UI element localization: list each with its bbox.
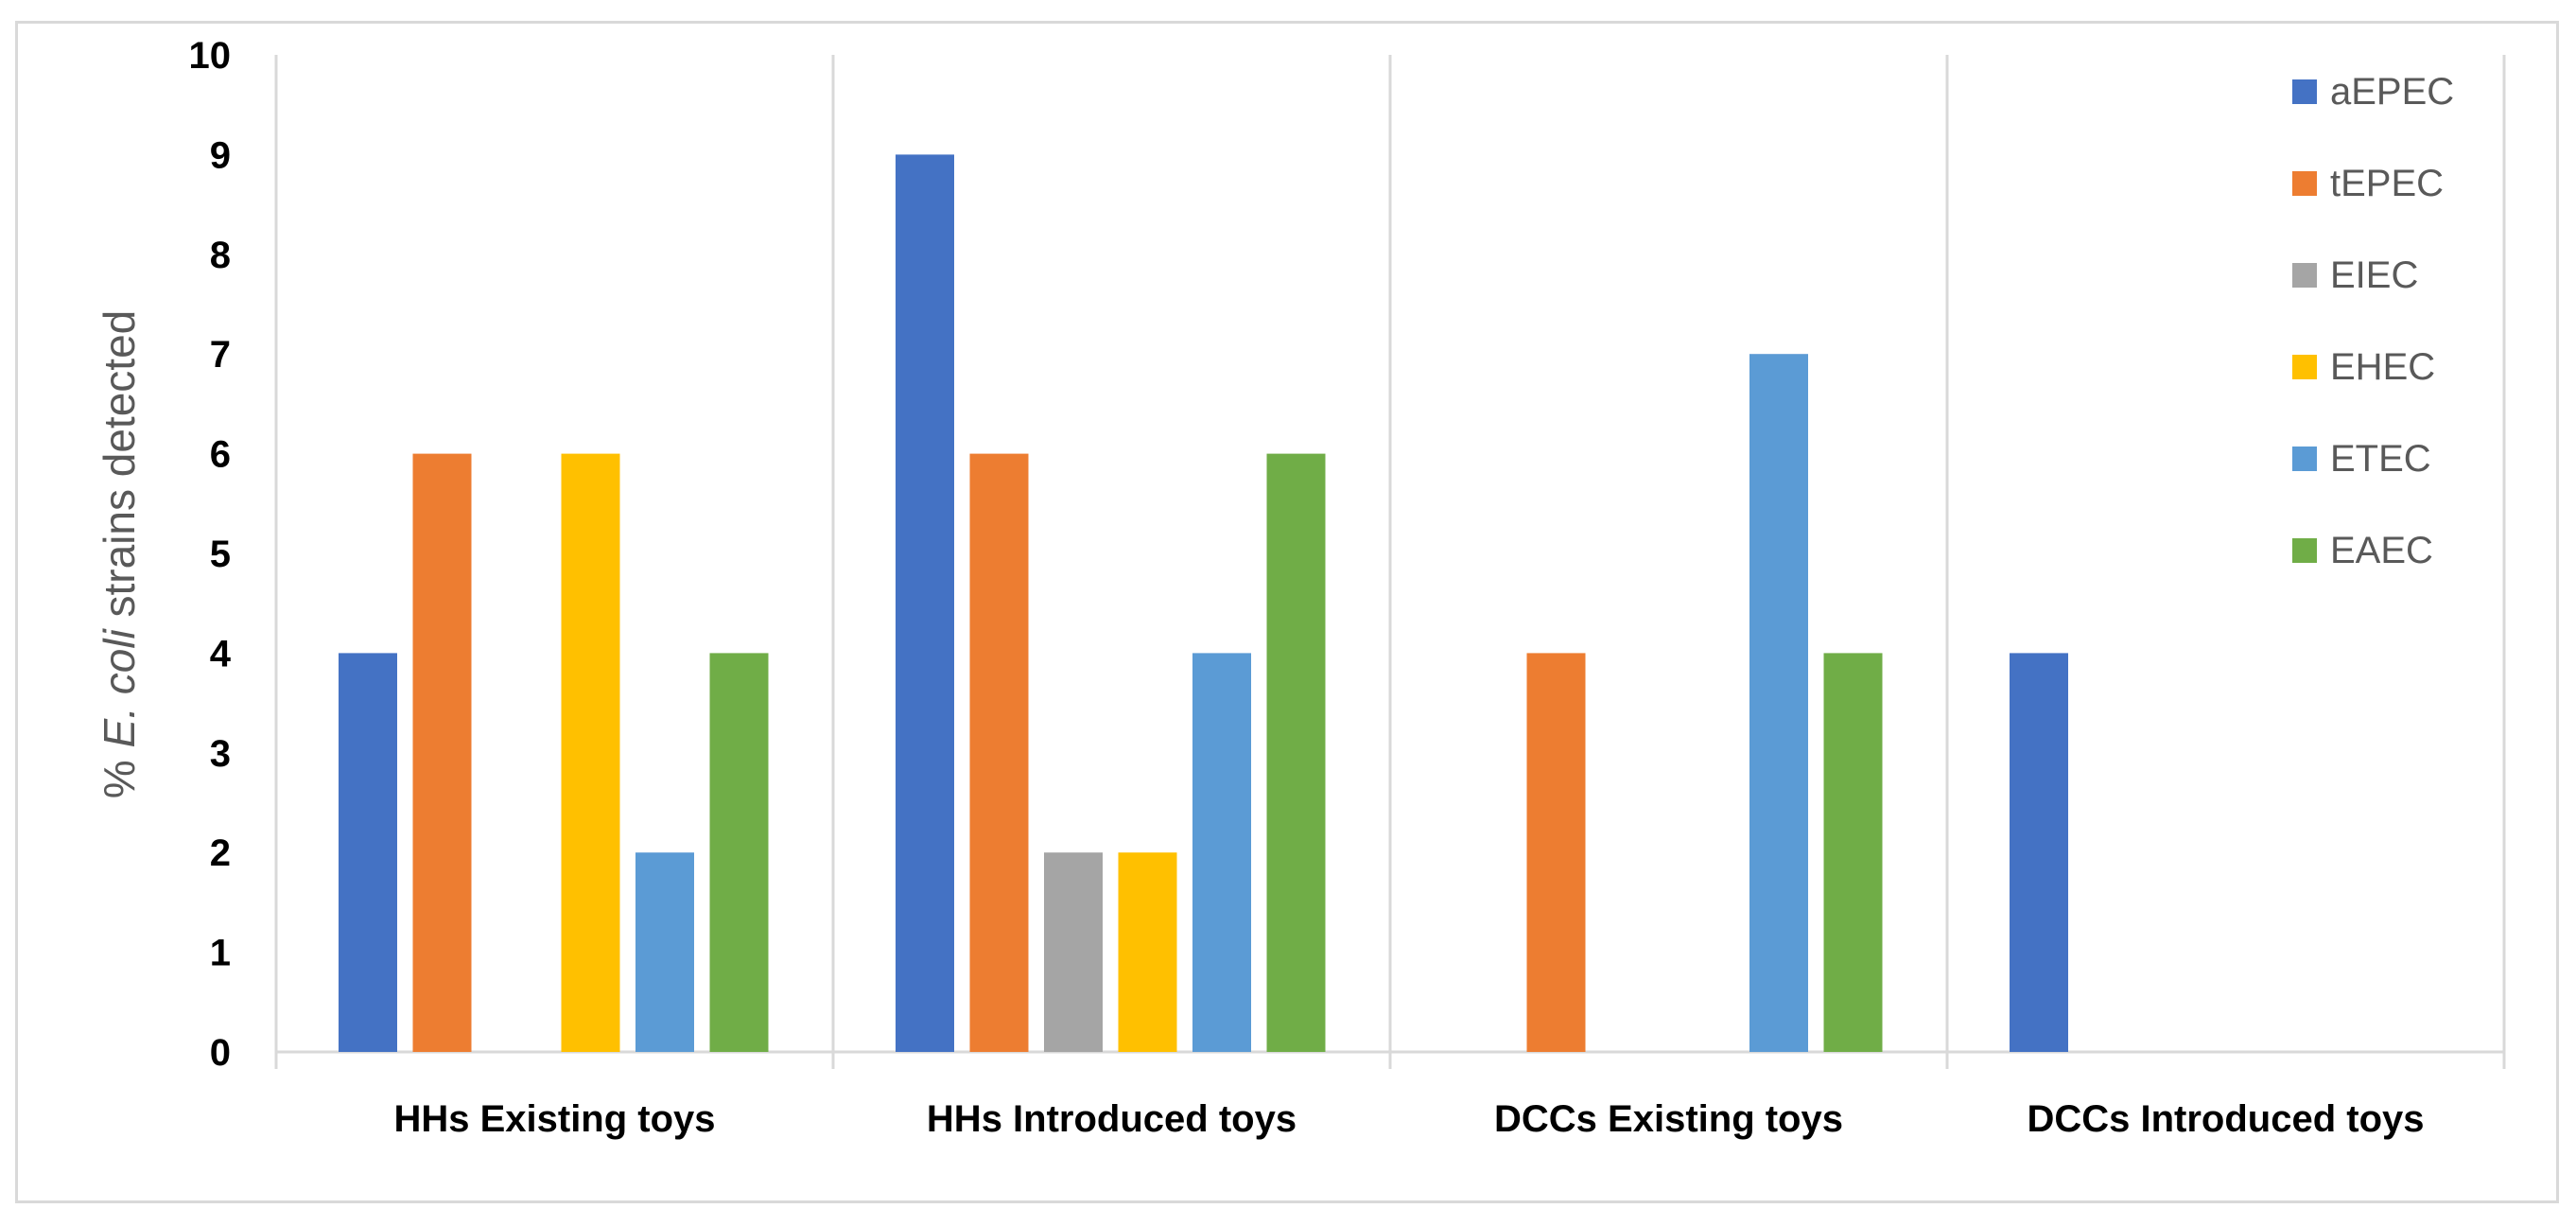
y-tick-label: 9 [210, 134, 231, 176]
y-tick-label: 1 [210, 933, 231, 974]
legend-label-eaec: EAEC [2330, 530, 2433, 571]
x-tick-label: DCCs Introduced toys [2027, 1098, 2424, 1140]
bar-ehec-0 [561, 453, 620, 1053]
y-tick-label: 10 [189, 35, 232, 77]
bar-etec-2 [1749, 354, 1808, 1052]
y-axis-label-italic: E. coli [95, 628, 144, 748]
bar-aepec-1 [896, 154, 954, 1052]
bar-etec-1 [1192, 653, 1251, 1052]
y-tick-label: 0 [210, 1032, 231, 1074]
bar-aepec-3 [2010, 653, 2068, 1052]
bar-tepec-0 [412, 453, 472, 1053]
bar-etec-0 [635, 852, 694, 1052]
legend-label-ehec: EHEC [2330, 346, 2435, 388]
y-tick-label: 2 [210, 832, 231, 874]
y-tick-label: 7 [210, 334, 231, 376]
legend-label-eiec: EIEC [2330, 254, 2418, 296]
bar-eiec-1 [1044, 852, 1103, 1052]
legend-swatch-tepec [2292, 171, 2317, 196]
legend-swatch-etec [2292, 447, 2317, 471]
bar-ehec-1 [1118, 852, 1177, 1052]
y-tick-label: 4 [210, 633, 232, 674]
bar-eaec-1 [1266, 453, 1326, 1053]
y-tick-label: 5 [210, 534, 231, 575]
bar-eaec-2 [1823, 653, 1883, 1052]
x-tick-label: HHs Introduced toys [927, 1098, 1297, 1140]
y-tick-label: 3 [210, 733, 231, 775]
legend-swatch-eaec [2292, 538, 2317, 563]
bar-tepec-1 [969, 453, 1029, 1053]
bars [339, 154, 2068, 1053]
legend-label-aepec: aEPEC [2330, 71, 2454, 113]
category-separators [274, 55, 2506, 1069]
legend-swatch-aepec [2292, 79, 2317, 104]
y-axis-ticks: 0 1 2 3 4 5 6 7 8 9 10 [189, 35, 232, 1074]
bar-aepec-0 [339, 653, 397, 1052]
y-axis-label-suffix: strains detected [95, 310, 144, 630]
y-axis-label-prefix: % [95, 748, 144, 799]
x-tick-label: HHs Existing toys [393, 1098, 715, 1140]
bar-tepec-2 [1526, 653, 1586, 1052]
legend-swatch-ehec [2292, 355, 2317, 379]
y-tick-label: 6 [210, 434, 231, 476]
legend-label-etec: ETEC [2330, 438, 2431, 480]
y-axis-label: % E. coli strains detected [95, 310, 144, 798]
bar-eaec-0 [709, 653, 769, 1052]
legend-swatch-eiec [2292, 263, 2317, 288]
legend-label-tepec: tEPEC [2330, 163, 2444, 204]
x-axis-labels: HHs Existing toys HHs Introduced toys DCCs… [393, 1098, 2424, 1140]
legend: aEPEC tEPEC EIEC EHEC ETEC EAEC [2292, 71, 2454, 571]
x-tick-label: DCCs Existing toys [1494, 1098, 1843, 1140]
y-tick-label: 8 [210, 235, 231, 276]
